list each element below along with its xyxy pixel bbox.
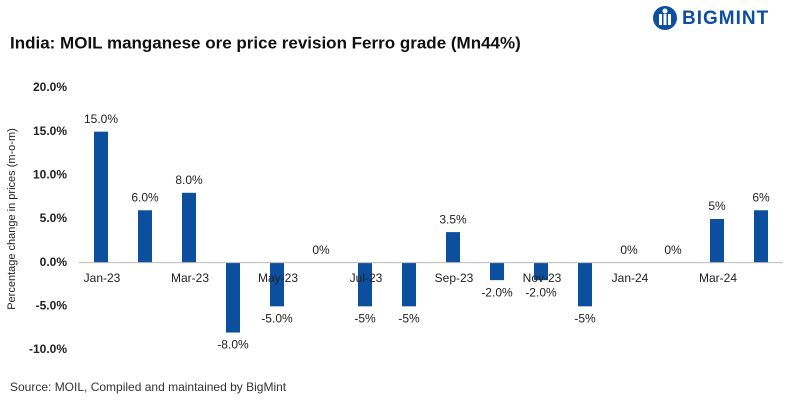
y-tick-label: -10.0% — [29, 342, 67, 356]
y-tick-label: -5.0% — [36, 299, 68, 313]
bar — [446, 232, 460, 263]
bar — [358, 262, 372, 307]
y-axis-label: Percentage change in prices (m-o-m) — [6, 128, 18, 310]
bar — [270, 262, 284, 307]
x-tick-label: Jan-23 — [84, 271, 121, 285]
data-label: -5.0% — [261, 312, 293, 326]
data-label: -2.0% — [525, 285, 557, 299]
data-label: 15.0% — [84, 112, 118, 126]
x-tick-label: Mar-23 — [171, 271, 209, 285]
x-tick-label: May-23 — [258, 271, 298, 285]
bar — [226, 262, 240, 333]
x-tick-label: Nov-23 — [523, 271, 562, 285]
data-label: 6.0% — [131, 190, 159, 204]
bar — [578, 262, 592, 307]
y-tick-label: 5.0% — [40, 211, 68, 225]
data-label: 6% — [752, 190, 770, 204]
y-tick-label: 15.0% — [33, 124, 67, 138]
bar — [94, 131, 108, 263]
bar — [754, 210, 768, 263]
y-tick-label: 0.0% — [40, 255, 68, 269]
x-tick-label: Sep-23 — [435, 271, 474, 285]
brand-name: BIGMINT — [682, 8, 769, 29]
bar — [182, 192, 196, 263]
logo-icon-dot — [662, 8, 668, 14]
y-tick-label: 20.0% — [33, 80, 67, 94]
x-tick-label: Mar-24 — [699, 271, 737, 285]
bar — [402, 262, 416, 307]
logo-icon-bar — [668, 14, 671, 25]
data-label: -5% — [574, 312, 596, 326]
data-label: -5% — [398, 312, 420, 326]
chart-title: India: MOIL manganese ore price revision… — [10, 33, 521, 52]
source-note: Source: MOIL, Compiled and maintained by… — [10, 380, 287, 394]
brand-logo: BIGMINT — [653, 6, 769, 30]
data-label: 5% — [708, 199, 726, 213]
data-label: 3.5% — [439, 212, 467, 226]
bar — [490, 262, 504, 281]
data-label: 8.0% — [175, 173, 203, 187]
data-label: 0% — [620, 243, 638, 257]
x-tick-label: Jul-23 — [350, 271, 383, 285]
logo-icon-bar — [659, 14, 662, 25]
data-label: -5% — [354, 312, 376, 326]
data-label: 0% — [664, 243, 682, 257]
y-tick-label: 10.0% — [33, 168, 67, 182]
logo-icon-bar — [663, 14, 667, 25]
x-tick-label: Jan-24 — [612, 271, 649, 285]
data-label: -2.0% — [481, 285, 513, 299]
bar — [138, 210, 152, 263]
data-label: 0% — [312, 243, 330, 257]
data-label: -8.0% — [217, 338, 249, 352]
bar — [710, 219, 724, 263]
bar — [534, 262, 548, 281]
